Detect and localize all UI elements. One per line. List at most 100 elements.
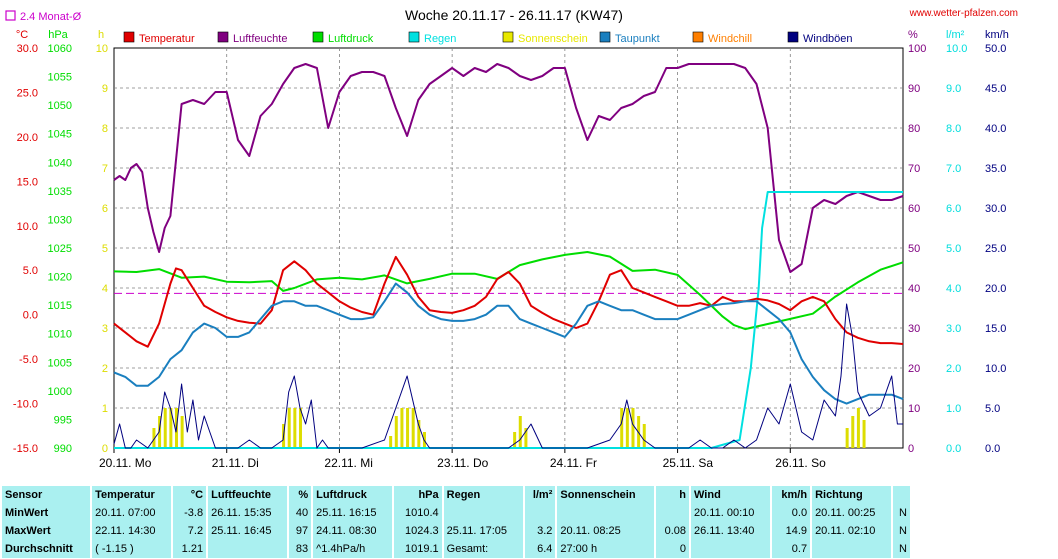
header-dir: Richtung <box>812 486 892 504</box>
cell: 24.11. 08:30 <box>313 522 393 540</box>
cell: 0.7 <box>772 540 811 558</box>
site-link[interactable]: www.wetter-pfalzen.com <box>909 8 1018 19</box>
tick-label-sunshine: 5 <box>102 243 108 255</box>
tick-label-wind: 50.0 <box>985 43 1006 55</box>
cell <box>656 504 690 522</box>
tick-label-rain: 8.0 <box>946 123 961 135</box>
sunshine-bar <box>169 408 173 448</box>
tick-label-pressure: 1055 <box>48 72 72 84</box>
sunshine-bar <box>400 408 404 448</box>
weather-chart: Woche 20.11.17 - 26.11.17 (KW47) www.wet… <box>5 7 1018 470</box>
mean-marker-icon <box>5 10 16 21</box>
header-sun-unit: h <box>656 486 690 504</box>
cell: 26.11. 13:40 <box>691 522 771 540</box>
tick-label-humidity: 10 <box>908 403 920 415</box>
sunshine-bar <box>513 432 517 448</box>
tick-label-humidity: 50 <box>908 243 920 255</box>
cell: 0 <box>656 540 690 558</box>
tick-label-humidity: 0 <box>908 443 914 455</box>
series-line-luftfeuchte <box>113 63 904 273</box>
tick-label-wind: 30.0 <box>985 203 1006 215</box>
tick-label-rain: 10.0 <box>946 43 967 55</box>
x-tick-label: 26.11. So <box>775 456 826 470</box>
x-tick-label: 20.11. Mo <box>99 456 152 470</box>
cell: 26.11. 15:35 <box>208 504 288 522</box>
cell: 97 <box>289 522 312 540</box>
legend-swatch-icon <box>217 31 229 43</box>
cell: 25.11. 16:15 <box>313 504 393 522</box>
chart-title: Woche 20.11.17 - 26.11.17 (KW47) <box>405 7 623 23</box>
series-line-windböen <box>113 303 903 449</box>
cell: 1010.4 <box>394 504 442 522</box>
sunshine-bar <box>642 424 646 448</box>
series-line-taupunkt <box>113 282 904 405</box>
cell: N <box>893 540 910 558</box>
cell <box>443 504 523 522</box>
legend-label: Temperatur <box>139 33 195 45</box>
cell <box>208 540 288 558</box>
cell <box>812 540 892 558</box>
header-rain-unit: l/m² <box>524 486 556 504</box>
legend-label: Regen <box>424 33 456 45</box>
mean-label: 2.4 Monat-Ø <box>20 11 82 23</box>
legend-swatch-icon <box>502 31 514 43</box>
tick-label-temp: 0.0 <box>23 310 38 322</box>
sunshine-bar <box>524 428 528 448</box>
tick-label-pressure: 1005 <box>48 357 72 369</box>
axis-unit-sunshine: h <box>98 29 104 41</box>
cell: 40 <box>289 504 312 522</box>
tick-label-wind: 40.0 <box>985 123 1006 135</box>
axis-unit-rain: l/m² <box>946 29 965 41</box>
cell <box>524 504 556 522</box>
legend-swatch-icon <box>599 31 611 43</box>
cell: 20.11. 00:10 <box>691 504 771 522</box>
header-temp: Temperatur <box>92 486 172 504</box>
x-tick-label: 23.11. Do <box>437 456 488 470</box>
tick-label-rain: 0.0 <box>946 443 961 455</box>
tick-label-humidity: 40 <box>908 283 920 295</box>
row-label: Durchschnitt <box>2 540 91 558</box>
tick-label-pressure: 1025 <box>48 243 72 255</box>
cell: 20.11. 07:00 <box>92 504 172 522</box>
cell: 3.2 <box>524 522 556 540</box>
tick-label-pressure: 1020 <box>48 272 72 284</box>
tick-label-rain: 6.0 <box>946 203 961 215</box>
tick-label-wind: 5.0 <box>985 403 1000 415</box>
tick-label-wind: 35.0 <box>985 163 1006 175</box>
cell: 25.11. 17:05 <box>443 522 523 540</box>
row-label: MaxWert <box>2 522 91 540</box>
sunshine-bar <box>298 408 302 448</box>
table-row: MaxWert 22.11. 14:30 7.2 25.11. 16:45 97… <box>2 522 910 540</box>
legend-swatch-icon <box>408 31 420 43</box>
tick-label-temp: -10.0 <box>13 399 38 411</box>
cell <box>691 540 771 558</box>
axis-unit-humidity: % <box>908 29 918 41</box>
tick-label-pressure: 1040 <box>48 157 72 169</box>
legend-swatch-icon <box>312 31 324 43</box>
cell: 22.11. 14:30 <box>92 522 172 540</box>
legend-label: Luftdruck <box>328 33 374 45</box>
table-row: MinWert 20.11. 07:00 -3.8 26.11. 15:35 4… <box>2 504 910 522</box>
series-line-temperatur <box>113 255 904 348</box>
tick-label-pressure: 1000 <box>48 386 72 398</box>
tick-label-humidity: 100 <box>908 43 926 55</box>
header-sensor: Sensor <box>2 486 91 504</box>
cell: N <box>893 504 910 522</box>
axis-unit-temp: °C <box>16 29 28 41</box>
cell: -3.8 <box>173 504 207 522</box>
legend-label: Windchill <box>708 33 752 45</box>
tick-label-pressure: 1050 <box>48 100 72 112</box>
tick-label-temp: -5.0 <box>19 354 38 366</box>
axis-unit-pressure: hPa <box>48 29 68 41</box>
tick-label-wind: 45.0 <box>985 83 1006 95</box>
legend-swatch-icon <box>787 31 799 43</box>
tick-label-pressure: 1035 <box>48 186 72 198</box>
tick-label-sunshine: 9 <box>102 83 108 95</box>
tick-label-sunshine: 6 <box>102 203 108 215</box>
tick-label-sunshine: 2 <box>102 363 108 375</box>
tick-label-sunshine: 7 <box>102 163 108 175</box>
cell: 0.0 <box>772 504 811 522</box>
cell: 20.11. 02:10 <box>812 522 892 540</box>
tick-label-pressure: 1045 <box>48 129 72 141</box>
tick-label-temp: 20.0 <box>17 132 38 144</box>
